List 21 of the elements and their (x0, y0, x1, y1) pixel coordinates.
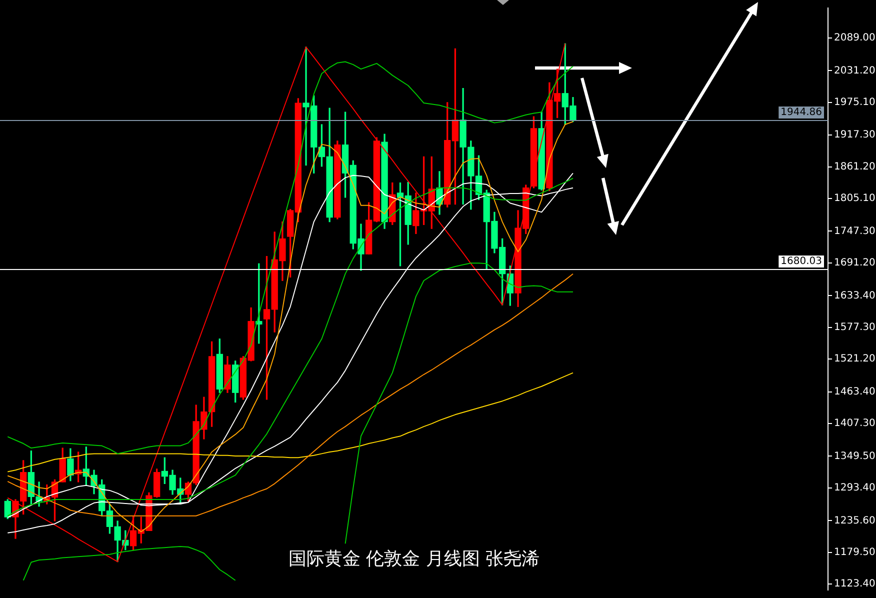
y-tick-label: 1917.30 (834, 130, 876, 141)
y-tick-label: 1235.60 (834, 515, 876, 526)
y-tick-label: 1123.40 (834, 578, 876, 590)
ref-line-label: 1944.86 (780, 107, 822, 118)
y-tick-label: 1521.20 (834, 354, 876, 365)
y-tick-label: 1747.30 (834, 226, 876, 237)
text: 国际黄金 伦敦金 月线图 张尧浠 (288, 548, 540, 570)
y-tick-label: 1407.30 (834, 418, 876, 430)
y-tick-label: 1463.40 (834, 386, 876, 398)
y-tick-label: 2089.00 (834, 32, 876, 44)
y-tick-label: 1349.50 (834, 450, 876, 462)
y-tick-label: 1633.40 (834, 290, 876, 302)
y-tick-label: 1179.50 (834, 546, 876, 558)
y-tick-label: 1691.20 (834, 258, 876, 269)
y-tick-label: 2031.20 (834, 65, 876, 76)
ref-line-label: 1680.03 (780, 256, 822, 268)
y-tick-label: 1577.30 (834, 322, 876, 333)
y-tick-label: 1293.40 (834, 482, 876, 494)
y-tick-label: 1861.20 (834, 161, 876, 172)
y-tick-label: 1805.10 (834, 193, 876, 204)
y-tick-label: 1975.10 (834, 96, 876, 108)
